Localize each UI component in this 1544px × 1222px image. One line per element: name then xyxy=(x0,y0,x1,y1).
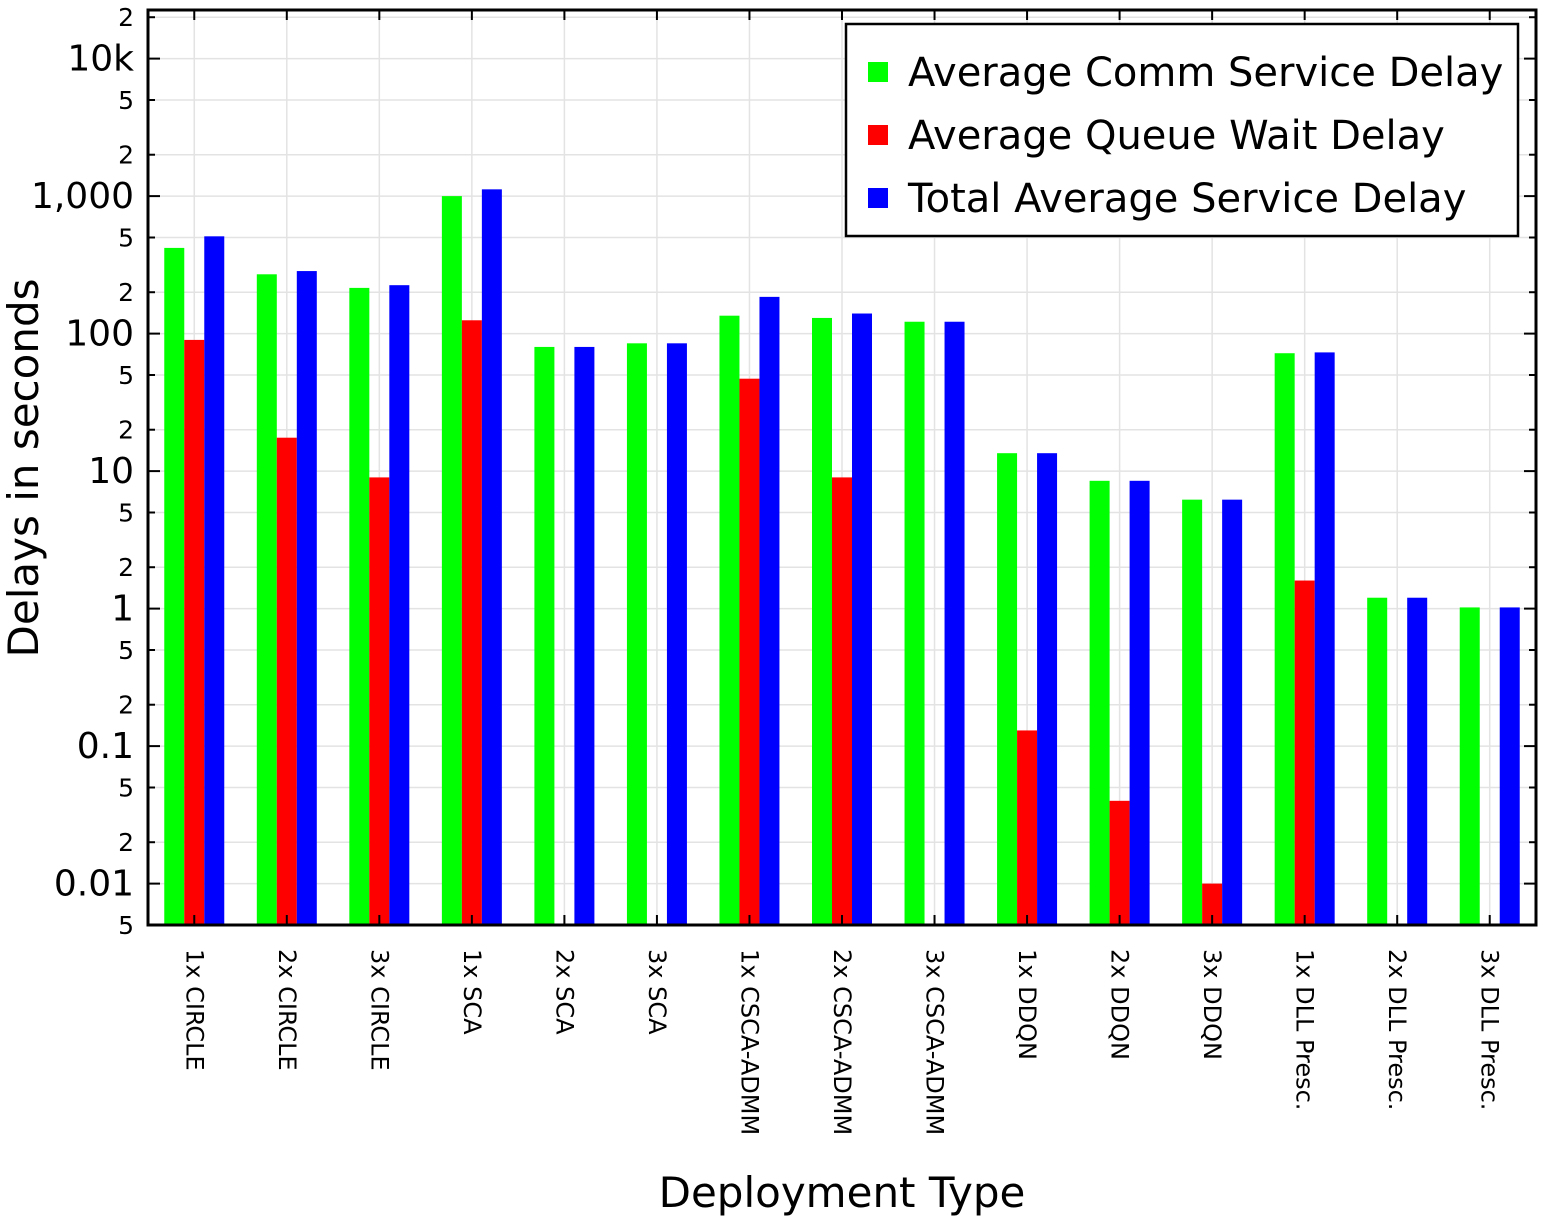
y-tick-label-major: 100 xyxy=(65,314,134,355)
y-tick-label-major: 0.01 xyxy=(54,864,134,905)
y-tick-label-minor: 5 xyxy=(118,361,134,390)
x-tick-label: 2x DDQN xyxy=(1106,949,1134,1060)
y-tick-label-minor: 5 xyxy=(118,774,134,803)
bar xyxy=(1109,800,1130,925)
bars xyxy=(164,189,1520,926)
y-axis-ticks: 5 0.01 2 5 0.1 2 5 1 2 5 10 2 5 100 2 5 1,000 2 5 10k 2 xyxy=(31,3,1536,940)
y-tick-label-minor: 2 xyxy=(118,141,134,170)
bar xyxy=(481,189,502,926)
bar xyxy=(534,346,555,926)
bar xyxy=(369,477,390,925)
y-tick-label-minor: 2 xyxy=(118,3,134,32)
x-tick-label: 3x CSCA-ADMM xyxy=(921,949,949,1135)
bar xyxy=(759,296,780,925)
legend-label: Average Comm Service Delay xyxy=(908,50,1503,96)
legend-box xyxy=(844,22,1520,238)
bar xyxy=(666,343,687,926)
y-tick-label-major: 0.1 xyxy=(77,726,134,767)
y-tick-label-minor: 5 xyxy=(118,636,134,665)
bar xyxy=(1499,607,1520,925)
x-tick-label: 3x DLL Presc. xyxy=(1476,949,1504,1110)
bar xyxy=(574,346,595,926)
bar xyxy=(719,315,740,925)
x-tick-label: 1x DLL Presc. xyxy=(1291,949,1319,1110)
x-tick-label: 3x DDQN xyxy=(1198,949,1226,1060)
x-axis-label: Deployment Type xyxy=(659,1168,1026,1217)
bar xyxy=(739,378,760,925)
bar xyxy=(276,437,297,925)
bar xyxy=(1407,597,1428,925)
bar xyxy=(1294,580,1315,925)
bar xyxy=(944,321,965,925)
bar xyxy=(904,321,925,925)
bar xyxy=(812,317,832,925)
x-tick-label: 1x DDQN xyxy=(1013,949,1041,1060)
legend-label: Average Queue Wait Delay xyxy=(908,113,1445,159)
bar xyxy=(1367,597,1388,925)
bar xyxy=(389,285,410,925)
bar xyxy=(204,236,225,925)
legend: Average Comm Service Delay Average Queue … xyxy=(844,22,1520,238)
bar xyxy=(832,477,852,925)
bar xyxy=(1222,499,1243,925)
y-tick-label-minor: 5 xyxy=(118,499,134,528)
bar xyxy=(1182,499,1203,925)
bar xyxy=(441,196,462,925)
legend-swatch xyxy=(868,188,888,208)
y-axis-label: Delays in seconds xyxy=(0,279,48,658)
y-tick-label-minor: 5 xyxy=(118,86,134,115)
y-tick-label-minor: 5 xyxy=(118,224,134,253)
y-tick-label-minor: 2 xyxy=(118,553,134,582)
y-tick-label-major: 10 xyxy=(88,451,134,492)
y-tick-label-major: 1 xyxy=(111,589,134,630)
legend-swatch xyxy=(868,125,888,145)
bar xyxy=(1089,480,1110,925)
bar xyxy=(1274,353,1295,925)
bar xyxy=(626,343,647,926)
x-tick-label: 1x CIRCLE xyxy=(180,949,208,1071)
bar xyxy=(1202,883,1223,925)
x-tick-label: 2x CSCA-ADMM xyxy=(828,949,856,1135)
y-tick-label-minor: 2 xyxy=(118,416,134,445)
bar xyxy=(1037,453,1058,925)
legend-label: Total Average Service Delay xyxy=(907,176,1466,222)
x-tick-label: 3x SCA xyxy=(643,949,671,1035)
bar xyxy=(296,271,317,925)
x-tick-label: 2x CIRCLE xyxy=(273,949,301,1071)
x-tick-label: 1x CSCA-ADMM xyxy=(735,949,763,1135)
x-tick-label: 2x SCA xyxy=(550,949,578,1035)
y-tick-label-minor: 2 xyxy=(118,691,134,720)
bar xyxy=(184,339,205,925)
y-tick-label-minor: 2 xyxy=(118,278,134,307)
y-tick-label-major: 10k xyxy=(67,39,134,80)
x-tick-label: 1x SCA xyxy=(458,949,486,1035)
bar xyxy=(164,247,185,925)
bar xyxy=(256,274,277,925)
y-tick-label-major: 1,000 xyxy=(31,176,134,217)
bar xyxy=(461,320,482,926)
x-tick-label: 2x DLL Presc. xyxy=(1383,949,1411,1110)
bar xyxy=(852,313,872,926)
x-axis-ticks: 1x CIRCLE 2x CIRCLE 3x CIRCLE 1x SCA 2x SCA 3… xyxy=(180,10,1504,1135)
legend-swatch xyxy=(868,62,888,82)
bar xyxy=(1017,730,1038,925)
bar xyxy=(997,453,1018,925)
y-tick-label-minor: 5 xyxy=(118,911,134,940)
bar xyxy=(349,287,370,926)
y-tick-label-minor: 2 xyxy=(118,828,134,857)
bar xyxy=(1459,607,1480,925)
bar xyxy=(1129,480,1150,925)
x-tick-label: 3x CIRCLE xyxy=(365,949,393,1071)
bar xyxy=(1314,352,1335,925)
